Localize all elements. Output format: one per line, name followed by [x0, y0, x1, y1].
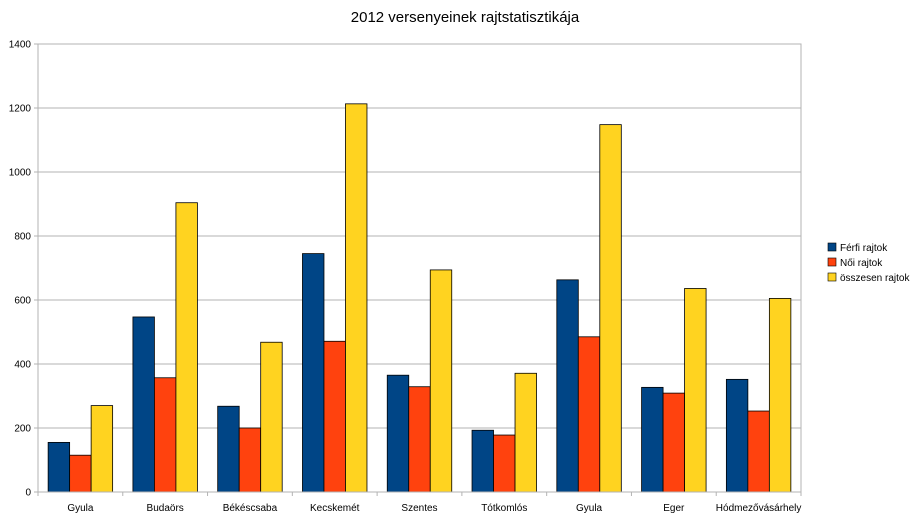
chart-title: 2012 versenyeinek rajtstatisztikája: [351, 9, 580, 26]
bar-3-7: [599, 124, 622, 493]
legend-label: Férfi rajtok: [840, 243, 888, 254]
x-axis-ticks: Gyula Budaörs Békéscsaba Kecskemét Szentes Tó…: [37, 492, 802, 514]
bar-3-9: [768, 297, 792, 493]
bar-3-2: [175, 202, 198, 493]
y-tick-label: 200: [14, 424, 31, 435]
x-tick-label: Budaörs: [147, 503, 184, 514]
bar-1-9: [725, 378, 749, 493]
bar-3-8: [684, 288, 707, 493]
y-tick-label: 600: [14, 296, 31, 307]
x-tick-label: Tótkomlós: [481, 503, 527, 514]
bar-3-5: [429, 269, 453, 493]
bar-3-1: [90, 405, 114, 493]
legend-swatch: [827, 272, 837, 282]
x-tick-label: Eger: [663, 503, 685, 514]
legend-label: Női rajtok: [840, 258, 883, 269]
bar-3-6: [514, 372, 537, 493]
x-tick-label: Szentes: [401, 503, 437, 514]
x-tick-label: Gyula: [67, 503, 94, 514]
bar-1-4: [302, 253, 325, 493]
bar-2-7: [577, 336, 601, 493]
bar-2-5: [408, 386, 431, 493]
x-tick-label: Hódmezővásárhely: [716, 503, 802, 514]
y-tick-label: 1400: [9, 40, 32, 51]
bar-1-8: [641, 386, 664, 493]
bar-2-3: [238, 427, 262, 493]
bar-2-8: [662, 392, 685, 493]
y-tick-label: 800: [14, 232, 31, 243]
legend-swatch: [827, 242, 837, 252]
legend: Férfi rajtok Női rajtok összesen rajtok: [827, 242, 910, 284]
y-tick-label: 1000: [9, 168, 32, 179]
bar-3-4: [345, 103, 368, 493]
bar-1-7: [556, 279, 579, 493]
bar-1-3: [217, 405, 240, 493]
bar-2-1: [69, 454, 92, 493]
axes: [37, 43, 802, 493]
bar-2-9: [747, 410, 770, 493]
bar-3-3: [260, 341, 283, 493]
bar-2-4: [323, 340, 346, 493]
bar-2-6: [493, 434, 516, 493]
y-axis-ticks: 0 200 400 600 800 1000 1200 1400: [9, 40, 38, 499]
bar-1-2: [132, 316, 155, 493]
y-tick-label: 1200: [9, 104, 32, 115]
bar-2-2: [154, 377, 177, 493]
y-tick-label: 0: [25, 488, 31, 499]
bar-1-5: [386, 374, 410, 493]
x-tick-label: Gyula: [576, 503, 603, 514]
bar-1-6: [471, 429, 494, 493]
x-tick-label: Kecskemét: [310, 503, 360, 514]
legend-swatch: [827, 257, 837, 267]
x-tick-label: Békéscsaba: [223, 503, 278, 514]
plot-frame: [37, 43, 802, 493]
legend-label: összesen rajtok: [840, 273, 910, 284]
y-tick-label: 400: [14, 360, 31, 371]
bar-1-1: [47, 441, 71, 493]
bars: [47, 103, 792, 493]
